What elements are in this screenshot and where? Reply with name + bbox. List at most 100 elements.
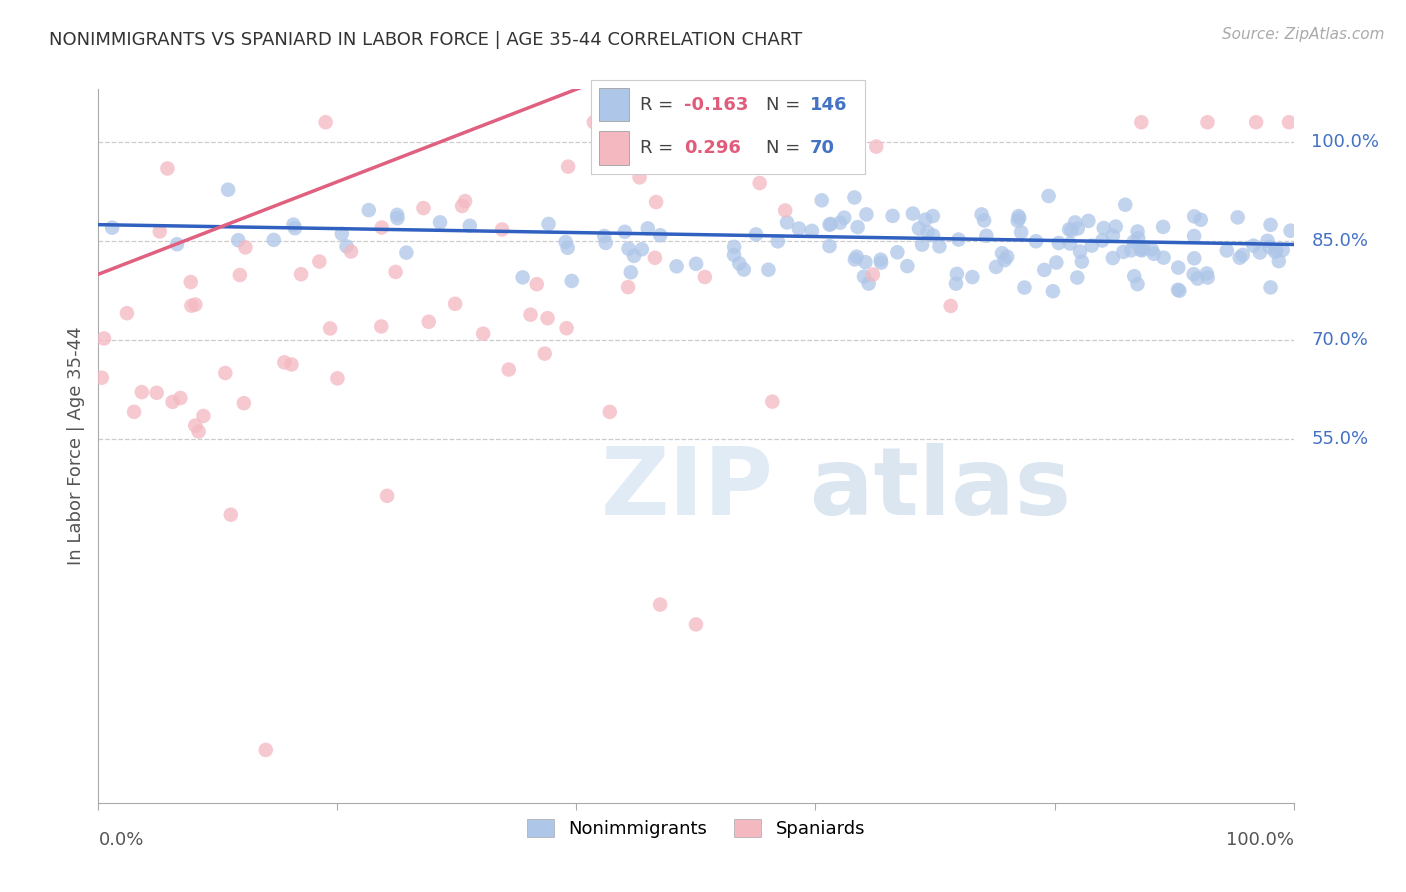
Point <box>800 224 823 238</box>
Point <box>1105 219 1128 234</box>
Point <box>1256 234 1278 248</box>
Point <box>773 203 796 218</box>
Point <box>444 297 467 311</box>
Point <box>1260 280 1282 294</box>
Point <box>1069 244 1091 259</box>
Point <box>665 260 688 274</box>
Point <box>412 201 434 215</box>
Text: NONIMMIGRANTS VS SPANIARD IN LABOR FORCE | AGE 35-44 CORRELATION CHART: NONIMMIGRANTS VS SPANIARD IN LABOR FORCE… <box>49 31 803 49</box>
Point <box>685 617 707 632</box>
Point <box>519 308 541 322</box>
Point <box>536 311 558 326</box>
Text: 100.0%: 100.0% <box>1312 133 1379 151</box>
Point <box>723 248 745 262</box>
Point <box>1092 221 1115 235</box>
Point <box>290 267 312 281</box>
Point <box>818 239 841 253</box>
Point <box>858 277 880 291</box>
Point <box>254 743 277 757</box>
Point <box>226 233 249 247</box>
Point <box>818 218 841 232</box>
Point <box>263 233 285 247</box>
Point <box>131 385 153 400</box>
Point <box>1244 115 1267 129</box>
Point <box>630 242 652 256</box>
Point <box>748 176 770 190</box>
Point <box>1258 240 1281 254</box>
Point <box>283 218 305 232</box>
Point <box>845 250 868 264</box>
Point <box>498 362 520 376</box>
Point <box>1279 224 1302 238</box>
Point <box>728 160 751 174</box>
Point <box>862 268 884 282</box>
Point <box>1045 255 1067 269</box>
Point <box>235 240 257 254</box>
Point <box>472 326 495 341</box>
Point <box>1182 252 1205 266</box>
Point <box>939 299 962 313</box>
Point <box>512 270 534 285</box>
Point <box>865 139 887 153</box>
Point <box>1126 225 1149 239</box>
Point <box>370 220 392 235</box>
Point <box>995 250 1018 264</box>
Text: 70.0%: 70.0% <box>1312 331 1368 350</box>
Point <box>1197 115 1219 129</box>
Point <box>1268 254 1291 268</box>
Point <box>948 233 970 247</box>
Point <box>330 227 353 241</box>
Point <box>1168 284 1191 298</box>
Point <box>820 159 842 173</box>
Point <box>384 265 406 279</box>
Point <box>340 244 363 259</box>
Point <box>922 228 945 243</box>
Point <box>557 241 579 255</box>
Point <box>1187 271 1209 285</box>
Point <box>728 256 751 270</box>
Point <box>335 239 357 253</box>
Text: 146: 146 <box>810 95 848 113</box>
Point <box>1182 267 1205 281</box>
Point <box>1102 228 1125 243</box>
Point <box>973 213 995 227</box>
Point <box>1182 210 1205 224</box>
Point <box>976 228 998 243</box>
Point <box>1216 244 1239 258</box>
Point <box>1129 243 1152 257</box>
Point <box>315 115 337 129</box>
Point <box>217 183 239 197</box>
Point <box>1264 244 1286 259</box>
Point <box>101 220 124 235</box>
Point <box>1025 234 1047 248</box>
Point <box>280 358 302 372</box>
Point <box>193 409 215 423</box>
Point <box>1232 248 1254 262</box>
Point <box>1128 231 1150 245</box>
Point <box>533 346 555 360</box>
Point <box>1007 213 1029 227</box>
Point <box>1060 223 1083 237</box>
Point <box>458 219 481 233</box>
Point <box>593 229 616 244</box>
Point <box>991 246 1014 260</box>
Point <box>1167 260 1189 275</box>
Point <box>1189 212 1212 227</box>
Point <box>911 237 934 252</box>
Text: 100.0%: 100.0% <box>1226 831 1294 849</box>
Point <box>387 211 409 226</box>
Point <box>156 161 179 176</box>
Point <box>229 268 252 282</box>
Text: Source: ZipAtlas.com: Source: ZipAtlas.com <box>1222 27 1385 42</box>
Text: R =: R = <box>640 139 679 157</box>
Point <box>945 277 967 291</box>
Point <box>886 245 908 260</box>
Point <box>180 299 202 313</box>
Point <box>1197 270 1219 285</box>
Point <box>1112 244 1135 259</box>
Text: 0.296: 0.296 <box>683 139 741 157</box>
Bar <box>599 131 628 164</box>
Point <box>650 228 672 243</box>
Point <box>219 508 242 522</box>
Point <box>733 262 755 277</box>
